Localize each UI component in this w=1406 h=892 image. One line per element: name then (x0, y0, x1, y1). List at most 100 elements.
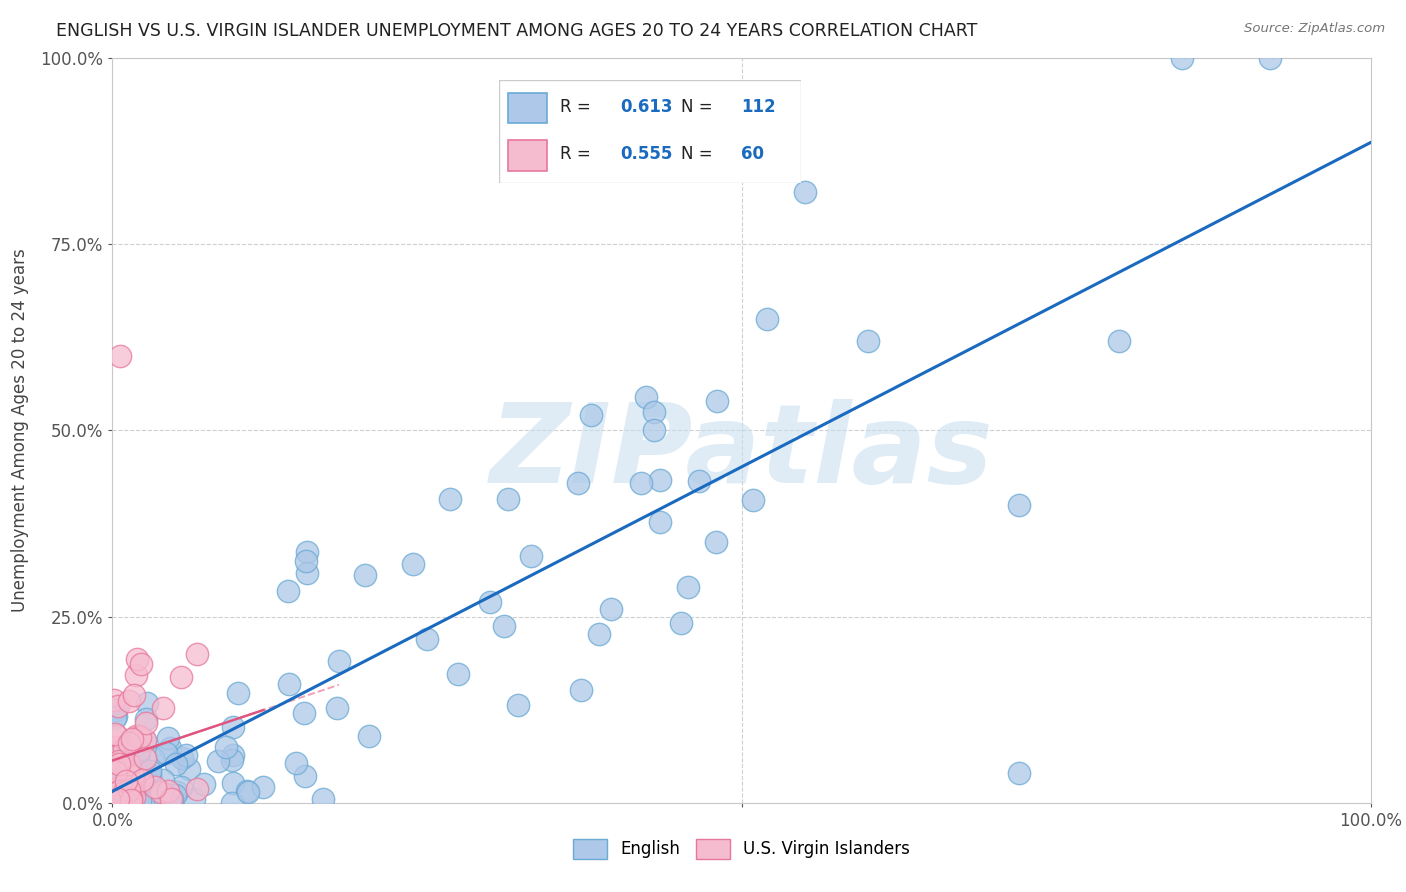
Text: N =: N = (681, 98, 717, 116)
Point (124, 786, 146, 800)
Point (104, 777, 127, 791)
Point (129, 777, 152, 791)
Point (139, 777, 162, 791)
Point (277, 584, 299, 599)
Point (128, 729, 150, 743)
Point (226, 686, 249, 700)
Point (107, 793, 129, 807)
Point (103, 794, 125, 808)
Y-axis label: Unemployment Among Ages 20 to 24 years: Unemployment Among Ages 20 to 24 years (11, 249, 30, 612)
Point (478, 595, 502, 609)
Point (186, 647, 208, 661)
Text: R =: R = (560, 145, 596, 163)
Point (131, 794, 153, 808)
Point (121, 772, 143, 787)
Point (636, 391, 658, 405)
Point (221, 796, 243, 810)
Point (222, 748, 245, 763)
Point (134, 751, 156, 765)
Point (114, 778, 136, 792)
Point (143, 791, 166, 805)
Point (169, 780, 191, 794)
Point (128, 744, 150, 758)
FancyBboxPatch shape (508, 140, 547, 170)
Point (650, 473, 672, 487)
Point (139, 764, 162, 778)
Point (1171, 51, 1194, 65)
Point (506, 698, 529, 712)
Point (132, 794, 155, 808)
Point (643, 405, 665, 419)
Point (107, 792, 129, 806)
Point (152, 701, 174, 715)
Point (1007, 498, 1029, 512)
Point (122, 771, 145, 785)
Point (111, 794, 134, 808)
Point (132, 768, 155, 782)
Point (588, 627, 610, 641)
Point (357, 729, 380, 743)
Point (215, 740, 238, 755)
Point (118, 694, 141, 708)
Point (121, 731, 143, 746)
Point (129, 657, 152, 671)
Point (162, 791, 184, 805)
Text: R =: R = (560, 98, 596, 116)
Point (416, 632, 439, 646)
Point (107, 698, 129, 713)
Point (706, 535, 728, 549)
Text: Source: ZipAtlas.com: Source: ZipAtlas.com (1244, 22, 1385, 36)
Point (328, 654, 350, 668)
Point (121, 784, 143, 798)
Point (207, 754, 229, 768)
Point (1258, 51, 1281, 65)
Point (117, 736, 139, 750)
Point (104, 739, 127, 754)
Point (136, 777, 159, 791)
Point (222, 776, 245, 790)
Point (128, 731, 150, 745)
Point (193, 776, 215, 790)
Point (152, 772, 174, 787)
Text: 60: 60 (741, 145, 763, 163)
Point (143, 780, 166, 795)
Point (294, 769, 316, 783)
Point (643, 423, 665, 437)
Point (183, 791, 205, 805)
Point (567, 475, 589, 490)
Point (600, 602, 623, 616)
Point (295, 566, 318, 580)
Point (669, 616, 692, 631)
Point (354, 568, 377, 582)
Point (108, 784, 131, 798)
Point (118, 782, 141, 797)
Point (110, 780, 132, 794)
Point (118, 788, 141, 802)
Point (111, 794, 134, 808)
FancyBboxPatch shape (499, 80, 801, 183)
Point (149, 785, 172, 799)
Point (157, 731, 180, 745)
Point (326, 700, 349, 714)
Point (135, 716, 157, 731)
Point (706, 394, 728, 409)
Point (125, 785, 148, 799)
Point (496, 492, 519, 507)
Point (105, 765, 128, 780)
Point (115, 773, 138, 788)
Point (172, 751, 194, 765)
Point (277, 676, 299, 690)
Point (252, 780, 274, 794)
Point (155, 746, 177, 760)
Point (114, 791, 136, 805)
Point (141, 788, 163, 802)
Point (118, 756, 141, 770)
Point (118, 778, 141, 792)
Point (118, 756, 141, 771)
Point (446, 667, 468, 681)
Point (104, 795, 127, 809)
Point (112, 747, 135, 762)
Point (110, 754, 132, 768)
Point (118, 764, 141, 778)
Point (124, 790, 146, 805)
